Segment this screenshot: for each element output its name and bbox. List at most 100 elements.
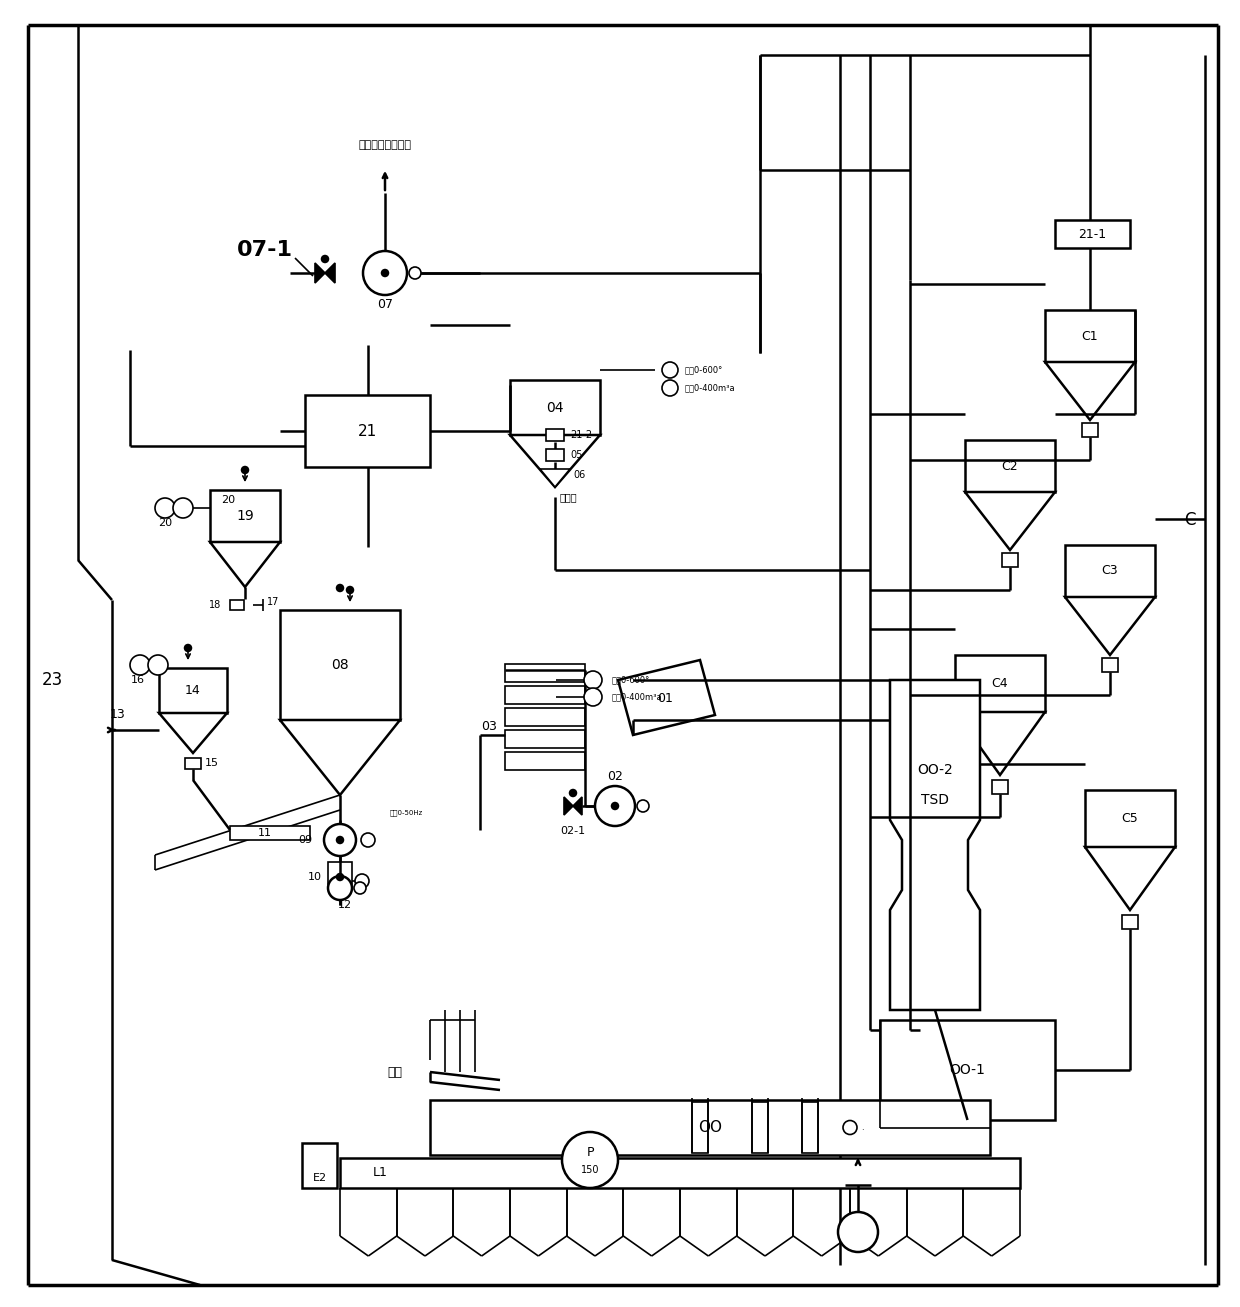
Bar — [510, 380, 600, 435]
Text: 17: 17 — [267, 597, 279, 606]
Circle shape — [329, 876, 352, 901]
Bar — [430, 1100, 990, 1155]
Text: 温度0-600°: 温度0-600° — [613, 676, 650, 685]
Bar — [229, 826, 310, 840]
Polygon shape — [965, 491, 1055, 550]
Bar — [185, 758, 201, 769]
Bar — [802, 1102, 818, 1153]
Text: 流量0-400m³a: 流量0-400m³a — [684, 383, 735, 392]
Text: 04: 04 — [547, 400, 564, 414]
Bar — [1002, 553, 1018, 567]
Text: 频率0-50Hz: 频率0-50Hz — [391, 810, 423, 817]
Bar — [546, 429, 564, 440]
Text: 19: 19 — [236, 508, 254, 523]
Text: 150: 150 — [580, 1165, 599, 1175]
Text: C3: C3 — [1101, 565, 1118, 578]
Circle shape — [130, 655, 150, 674]
Text: 煤粉: 煤粉 — [387, 1065, 403, 1078]
Bar — [303, 1144, 337, 1188]
Text: C1: C1 — [1081, 329, 1099, 342]
Circle shape — [584, 670, 601, 689]
Bar — [880, 1019, 1055, 1120]
Text: 09: 09 — [298, 835, 312, 846]
Circle shape — [174, 498, 193, 518]
Circle shape — [185, 644, 191, 651]
Text: 至窑尾袋收尘器前: 至窑尾袋收尘器前 — [358, 140, 412, 150]
Circle shape — [562, 1132, 618, 1188]
Polygon shape — [159, 714, 227, 753]
Bar — [340, 1158, 1021, 1188]
Text: 07-1: 07-1 — [237, 240, 293, 260]
Text: 20: 20 — [221, 495, 236, 505]
Circle shape — [637, 800, 649, 812]
Bar — [505, 686, 585, 704]
Bar — [1045, 310, 1135, 362]
Polygon shape — [280, 720, 401, 795]
Circle shape — [838, 1212, 878, 1252]
Circle shape — [355, 874, 370, 887]
Circle shape — [347, 587, 353, 593]
Circle shape — [584, 687, 601, 706]
Bar — [692, 1102, 708, 1153]
Text: 02: 02 — [608, 770, 622, 783]
Polygon shape — [539, 469, 570, 488]
Text: OO: OO — [698, 1120, 722, 1134]
Polygon shape — [955, 712, 1045, 775]
Circle shape — [570, 789, 577, 796]
Circle shape — [337, 836, 343, 843]
Text: 05: 05 — [570, 450, 583, 460]
Bar — [546, 450, 564, 461]
Text: 至回窑: 至回窑 — [560, 491, 578, 502]
Bar — [1102, 657, 1118, 672]
Polygon shape — [1085, 847, 1176, 910]
Text: 流量0-400m³a: 流量0-400m³a — [613, 693, 662, 702]
Bar — [229, 600, 244, 610]
Polygon shape — [618, 660, 715, 735]
Text: 18: 18 — [208, 600, 221, 610]
Text: 21-2: 21-2 — [570, 430, 593, 440]
Text: 13: 13 — [110, 708, 126, 721]
Text: 10: 10 — [308, 872, 322, 882]
Text: 21-1: 21-1 — [1079, 227, 1106, 240]
Text: C4: C4 — [992, 677, 1008, 690]
Circle shape — [361, 833, 374, 847]
Text: TSD: TSD — [921, 793, 949, 806]
Bar — [1122, 915, 1138, 929]
Circle shape — [148, 655, 167, 674]
Circle shape — [662, 380, 678, 396]
Circle shape — [337, 874, 343, 880]
Polygon shape — [1065, 597, 1154, 655]
Text: 03: 03 — [481, 719, 497, 732]
Circle shape — [155, 498, 175, 518]
Bar — [329, 863, 352, 884]
Bar — [965, 440, 1055, 491]
Text: OO-2: OO-2 — [918, 763, 952, 776]
Text: E2: E2 — [312, 1172, 327, 1183]
Polygon shape — [315, 263, 335, 284]
Circle shape — [382, 271, 388, 276]
Text: C2: C2 — [1002, 460, 1018, 473]
Polygon shape — [510, 435, 600, 488]
Text: 01: 01 — [657, 691, 673, 704]
Text: C5: C5 — [1122, 812, 1138, 825]
Text: 12: 12 — [339, 901, 352, 910]
Polygon shape — [1045, 362, 1135, 420]
Text: 20: 20 — [157, 518, 172, 528]
Bar — [505, 664, 585, 682]
Circle shape — [595, 786, 635, 826]
Bar — [505, 731, 585, 748]
Bar — [992, 780, 1008, 793]
Bar — [210, 490, 280, 542]
Text: P: P — [587, 1146, 594, 1159]
Text: 11: 11 — [258, 829, 272, 838]
Text: 温度0-600°: 温度0-600° — [684, 366, 723, 375]
Text: 16: 16 — [131, 674, 145, 685]
Bar — [159, 668, 227, 714]
Bar — [1083, 423, 1097, 437]
Circle shape — [324, 823, 356, 856]
Circle shape — [353, 882, 366, 894]
Circle shape — [843, 1120, 857, 1134]
Circle shape — [322, 256, 329, 261]
Bar — [505, 708, 585, 725]
Polygon shape — [890, 680, 980, 1010]
